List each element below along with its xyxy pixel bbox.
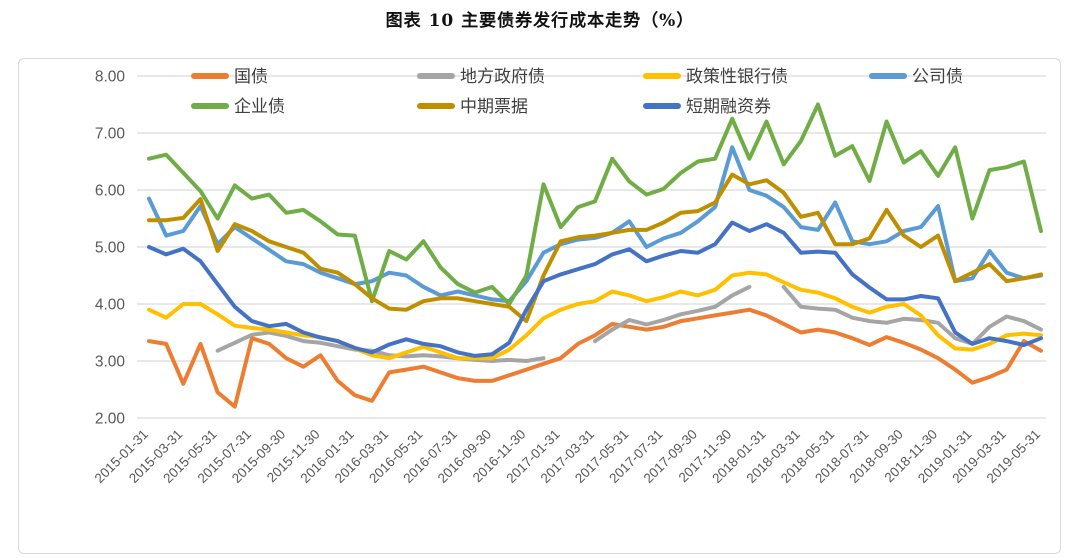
legend-swatch-enterprise-bonds <box>191 103 229 109</box>
legend-item-medium-term-notes: 中期票据 <box>417 97 528 116</box>
series-line-medium-term-notes <box>147 172 1043 324</box>
series-line-local-government-bonds <box>215 284 1043 363</box>
legend-item-policy-bank-bonds: 政策性银行债 <box>643 67 788 86</box>
series-line-enterprise-bonds <box>147 102 1043 306</box>
legend-swatch-policy-bank-bonds <box>643 73 681 79</box>
y-axis-tick-label: 2.00 <box>95 411 126 428</box>
chart-svg: 8.007.006.005.004.003.002.002015-01-3120… <box>92 67 1046 486</box>
legend-item-treasury-bonds: 国债 <box>191 67 268 86</box>
series-line-corporate-bonds <box>147 145 1043 304</box>
chart-container: 8.00 7.00 6.00 5.00 4.00 3.00 2.00 2015-01-31 20… <box>18 58 1061 554</box>
legend-item-short-term-commercial-paper: 短期融资券 <box>643 97 771 116</box>
legend-swatch-medium-term-notes <box>417 103 455 109</box>
legend-item-local-government-bonds: 地方政府债 <box>417 67 545 86</box>
series-line-short-term-commercial-paper <box>147 220 1043 358</box>
legend-swatch-local-government-bonds <box>417 73 455 79</box>
legend-label-policy-bank-bonds: 政策性银行债 <box>686 67 788 86</box>
legend-label-short-term-commercial-paper: 短期融资券 <box>686 97 771 116</box>
y-axis-tick-label: 6.00 <box>95 183 126 200</box>
y-axis-tick-label: 7.00 <box>95 126 126 143</box>
y-axis-tick-label: 5.00 <box>95 240 126 257</box>
legend-label-corporate-bonds: 公司债 <box>912 67 963 86</box>
series-line-treasury-bonds <box>147 307 1043 409</box>
legend-label-local-government-bonds: 地方政府债 <box>460 67 545 86</box>
legend-item-corporate-bonds: 公司债 <box>869 67 963 86</box>
y-axis-tick-label: 8.00 <box>95 69 126 86</box>
legend-label-medium-term-notes: 中期票据 <box>460 97 528 116</box>
legend-swatch-corporate-bonds <box>869 73 907 79</box>
y-axis-tick-label: 4.00 <box>95 297 126 314</box>
y-axis-tick-label: 3.00 <box>95 354 126 371</box>
legend-label-enterprise-bonds: 企业债 <box>234 97 285 116</box>
legend-label-treasury-bonds: 国债 <box>234 67 268 86</box>
page-title: 图表 10 主要债券发行成本走势（%） <box>385 11 695 31</box>
legend-swatch-treasury-bonds <box>191 73 229 79</box>
series-line-policy-bank-bonds <box>147 270 1043 361</box>
legend-item-enterprise-bonds: 企业债 <box>191 97 285 116</box>
legend-swatch-short-term-commercial-paper <box>643 103 681 109</box>
